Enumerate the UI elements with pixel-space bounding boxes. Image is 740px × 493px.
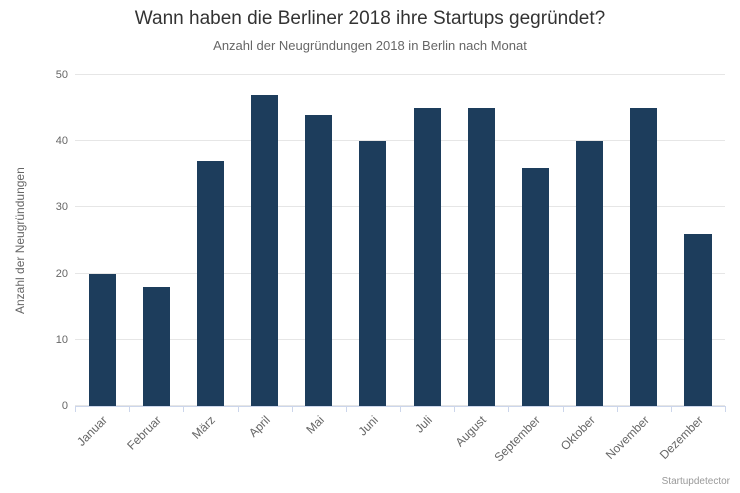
bar-slot bbox=[346, 75, 400, 406]
x-tick-label: November bbox=[602, 413, 652, 463]
bar-slot bbox=[508, 75, 562, 406]
bar-April[interactable] bbox=[251, 94, 279, 406]
chart-subtitle: Anzahl der Neugründungen 2018 in Berlin … bbox=[213, 38, 527, 53]
x-tick-label: Juni bbox=[355, 413, 381, 439]
plot-area bbox=[75, 74, 725, 407]
x-axis-tick bbox=[725, 406, 726, 412]
y-tick-label: 20 bbox=[55, 267, 68, 280]
bar-slot bbox=[75, 75, 129, 406]
bar-slot bbox=[400, 75, 454, 406]
bar-Februar[interactable] bbox=[142, 286, 170, 406]
bar-Mai[interactable] bbox=[305, 114, 333, 406]
bar-slot bbox=[129, 75, 183, 406]
y-tick-label: 50 bbox=[55, 69, 68, 81]
bar-März[interactable] bbox=[196, 161, 224, 406]
bar-Januar[interactable] bbox=[88, 273, 116, 406]
x-tick-label: Mai bbox=[303, 413, 327, 437]
y-tick-label: 40 bbox=[55, 135, 68, 148]
bar-slot bbox=[183, 75, 237, 406]
x-tick-label: Oktober bbox=[557, 413, 598, 454]
chart-title: Wann haben die Berliner 2018 ihre Startu… bbox=[134, 8, 606, 29]
gridline bbox=[75, 338, 725, 340]
y-tick-label: 30 bbox=[55, 201, 68, 214]
gridline bbox=[75, 206, 725, 208]
x-tick-label: Januar bbox=[74, 413, 110, 449]
credit-link[interactable]: Startupdetector bbox=[661, 476, 730, 487]
bar-slot bbox=[617, 75, 671, 406]
x-tick-label: September bbox=[491, 413, 544, 465]
gridline bbox=[75, 74, 725, 75]
bar-slot bbox=[292, 75, 346, 406]
bar-Juli[interactable] bbox=[413, 108, 441, 406]
bar-slot bbox=[238, 75, 292, 406]
bar-slot bbox=[454, 75, 508, 406]
gridline bbox=[75, 405, 725, 406]
x-tick-label: Februar bbox=[124, 413, 165, 453]
bar-slot bbox=[671, 75, 725, 406]
bar-November[interactable] bbox=[630, 108, 658, 406]
bars-container bbox=[75, 75, 725, 406]
y-axis-title: Anzahl der Neugründungen bbox=[13, 167, 27, 314]
y-tick-label: 10 bbox=[55, 333, 68, 346]
x-tick-label: April bbox=[245, 413, 273, 440]
gridline bbox=[75, 140, 725, 142]
bar-Dezember[interactable] bbox=[684, 233, 712, 406]
bar-August[interactable] bbox=[467, 108, 495, 406]
bar-September[interactable] bbox=[521, 167, 549, 406]
gridline bbox=[75, 272, 725, 274]
bar-Juni[interactable] bbox=[359, 141, 387, 406]
x-tick-label: August bbox=[452, 413, 490, 450]
x-tick-label: Juli bbox=[412, 413, 435, 436]
bar-slot bbox=[563, 75, 617, 406]
x-tick-label: März bbox=[189, 413, 219, 442]
y-tick-label: 0 bbox=[61, 400, 68, 412]
bar-Oktober[interactable] bbox=[576, 141, 604, 406]
